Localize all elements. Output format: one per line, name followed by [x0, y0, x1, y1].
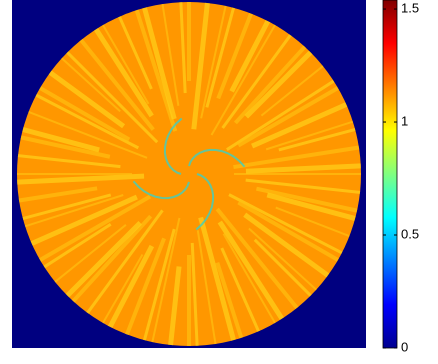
streak: [36, 194, 152, 264]
streak: [141, 4, 177, 120]
streak: [253, 238, 314, 299]
streak: [179, 2, 187, 94]
streak: [229, 17, 272, 93]
streak: [17, 134, 111, 159]
streak: [248, 227, 320, 293]
streak: [63, 221, 142, 300]
streak: [228, 193, 346, 256]
texture: [17, 2, 361, 346]
streak: [196, 230, 217, 346]
streak: [36, 84, 131, 142]
tick-label: 1.5: [401, 0, 419, 15]
streak: [237, 84, 342, 148]
tick-label: 1: [401, 113, 408, 128]
streak: [77, 36, 155, 131]
streak: [84, 209, 164, 317]
tick-label: 0: [401, 339, 408, 354]
streak: [217, 220, 286, 323]
streak: [220, 247, 262, 335]
streak: [27, 194, 138, 248]
streak: [233, 43, 309, 125]
heatmap: [12, 0, 366, 348]
streak: [40, 222, 112, 270]
streak: [266, 192, 359, 222]
spiral-arm: [188, 148, 246, 168]
streak: [106, 244, 155, 331]
streak: [92, 25, 154, 118]
streak: [205, 4, 236, 108]
streak: [69, 214, 153, 305]
streak: [275, 206, 353, 239]
streak: [278, 127, 359, 152]
streak: [191, 2, 211, 130]
streak: [260, 63, 326, 117]
streak: [19, 126, 100, 153]
streak: [245, 178, 361, 195]
streak: [100, 254, 144, 327]
streak: [19, 193, 112, 221]
streak: [243, 212, 332, 280]
streak: [215, 207, 301, 312]
streak: [237, 200, 342, 264]
streak: [64, 49, 159, 144]
streak: [265, 119, 357, 151]
streak: [100, 21, 150, 105]
streak: [17, 186, 98, 203]
streak: [116, 13, 153, 90]
streak: [216, 10, 254, 100]
streak: [17, 153, 121, 169]
streak: [200, 2, 228, 119]
streak: [222, 233, 278, 327]
colorbar-gradient: [382, 0, 398, 349]
streak: [210, 21, 278, 136]
streak: [190, 242, 199, 346]
streak: [255, 186, 361, 214]
streak: [244, 48, 315, 119]
streak: [25, 109, 148, 159]
streak: [52, 224, 127, 285]
spiral-arm: [163, 117, 183, 175]
streak: [32, 92, 140, 150]
streak: [17, 173, 145, 185]
streak: [133, 6, 178, 132]
streak: [21, 194, 124, 229]
streak: [46, 68, 126, 129]
tick-label: 0.5: [401, 226, 419, 241]
streak: [251, 100, 351, 149]
streak: [124, 237, 166, 338]
streak: [167, 266, 182, 346]
streak: [198, 216, 237, 344]
streak: [150, 217, 181, 346]
spiral-arm: [132, 180, 190, 200]
streak: [245, 163, 361, 174]
streak: [161, 2, 180, 106]
streak: [58, 55, 121, 113]
colorbar: 0 0.5 1 1.5: [382, 0, 419, 354]
streak: [233, 145, 361, 170]
streak: [221, 31, 294, 129]
streak: [142, 228, 176, 344]
streak: [226, 78, 338, 151]
streak: [215, 261, 245, 342]
spiral-arm: [195, 173, 215, 231]
